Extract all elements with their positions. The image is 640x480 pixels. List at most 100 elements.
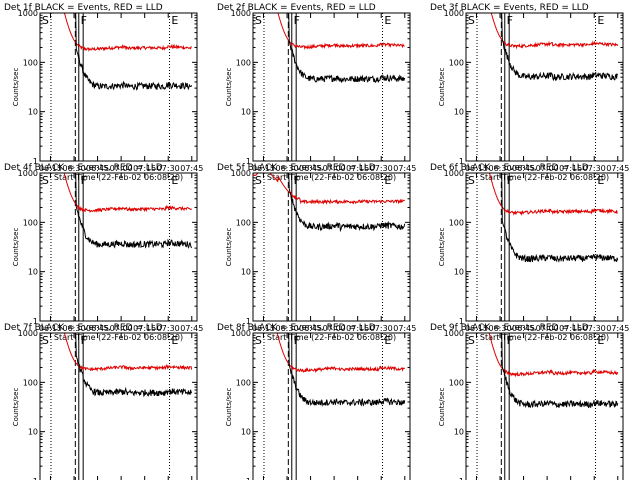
marker-S: S — [468, 334, 475, 347]
y-tick-label: 1 — [246, 157, 251, 166]
events-series-line — [40, 173, 193, 249]
y-tick-label: 100 — [236, 378, 251, 387]
x-tick-label: 07:45 — [393, 164, 416, 173]
events-series-line — [466, 173, 619, 263]
y-tick-label: 1 — [33, 157, 38, 166]
x-tick-label: 07:15 — [346, 324, 369, 333]
y-tick-label: 1000 — [444, 169, 464, 178]
x-tick-label: 06:45 — [299, 324, 322, 333]
y-tick-label: 100 — [23, 218, 38, 227]
x-tick-label: 06:15 — [465, 164, 488, 173]
y-tick-label: 10 — [28, 268, 38, 277]
x-tick-label: 07:30 — [583, 164, 606, 173]
x-tick-label: 06:30 — [275, 324, 298, 333]
x-tick-label: 06:45 — [86, 164, 109, 173]
y-tick-label: 10 — [241, 108, 251, 117]
chart-panel-9: Det 9f BLACK = Events, RED = LLD 1 10 100 10… — [430, 323, 624, 480]
x-tick-label: 06:45 — [512, 324, 535, 333]
chart-panel-4: Det 4f BLACK = Events, RED = LLD 1 10 100 10… — [4, 163, 203, 342]
chart-panel-2: Det 2f BLACK = Events, RED = LLD 1 10 100 10… — [217, 3, 416, 182]
plot-frame — [465, 12, 624, 162]
y-tick-label: 1000 — [18, 9, 38, 18]
x-tick-label: 06:15 — [252, 324, 275, 333]
marker-F: F — [294, 14, 300, 27]
events-series-line — [253, 173, 406, 233]
lld-series-line — [253, 333, 406, 374]
y-tick-label: 100 — [449, 218, 464, 227]
lld-series-line — [40, 173, 192, 214]
x-axis-label: Start Time (22-Feb-02 06:08:20) — [267, 333, 396, 342]
chart-title: Det 1f BLACK = Events, RED = LLD — [4, 3, 163, 13]
plot-frame — [252, 172, 411, 322]
y-axis-label: Counts/sec — [225, 228, 233, 267]
x-tick-label: 07:15 — [133, 164, 156, 173]
y-tick-label: 100 — [236, 58, 251, 67]
x-tick-label: 07:15 — [133, 324, 156, 333]
y-tick-label: 100 — [236, 218, 251, 227]
y-tick-label: 1000 — [18, 329, 38, 338]
lld-series-line — [40, 333, 193, 373]
marker-F: F — [507, 174, 513, 187]
x-tick-label: 06:15 — [252, 164, 275, 173]
chart-panel-5: Det 5f BLACK = Events, RED = LLD 1 10 100 10… — [217, 163, 416, 342]
x-tick-label: 06:45 — [299, 164, 322, 173]
x-tick-label: 06:15 — [465, 324, 488, 333]
chart-title: Det 3f BLACK = Events, RED = LLD — [430, 3, 589, 13]
x-tick-label: 07:45 — [180, 164, 203, 173]
y-tick-label: 1 — [33, 477, 38, 480]
x-tick-label: 07:45 — [606, 324, 629, 333]
chart-title: Det 8f BLACK = Events, RED = LLD — [217, 323, 376, 333]
marker-F: F — [81, 14, 87, 27]
chart-panel-7: Det 7f BLACK = Events, RED = LLD 1 10 100 10… — [4, 323, 198, 480]
x-tick-label: 07:00 — [536, 324, 559, 333]
marker-E: E — [384, 174, 391, 187]
lld-series-line — [253, 173, 405, 206]
x-tick-label: 07:15 — [346, 164, 369, 173]
y-tick-label: 1 — [459, 317, 464, 326]
x-tick-label: 06:15 — [39, 164, 62, 173]
marker-E: E — [384, 14, 391, 27]
marker-E: E — [597, 14, 604, 27]
y-tick-label: 1 — [459, 157, 464, 166]
chart-title: Det 5f BLACK = Events, RED = LLD — [217, 163, 376, 173]
y-axis-label: Counts/sec — [438, 228, 446, 267]
chart-panel-8: Det 8f BLACK = Events, RED = LLD 1 10 100 10… — [217, 323, 411, 480]
marker-E: E — [171, 334, 178, 347]
x-tick-label: 06:30 — [488, 324, 511, 333]
events-series-line — [466, 333, 619, 409]
x-tick-label: 07:00 — [323, 324, 346, 333]
marker-S: S — [468, 14, 475, 27]
events-series-line — [466, 13, 619, 82]
y-axis-label: Counts/sec — [225, 388, 233, 427]
y-tick-label: 100 — [23, 378, 38, 387]
chart-title: Det 6f BLACK = Events, RED = LLD — [430, 163, 589, 173]
events-series-line — [40, 333, 193, 398]
x-axis-label: Start Time (22-Feb-02 06:08:20) — [267, 173, 396, 182]
y-axis-label: Counts/sec — [225, 68, 233, 107]
y-tick-label: 1000 — [444, 329, 464, 338]
marker-F: F — [294, 174, 300, 187]
y-tick-label: 10 — [241, 428, 251, 437]
x-tick-label: 06:45 — [86, 324, 109, 333]
lld-series-line — [466, 173, 618, 216]
y-tick-label: 1000 — [444, 9, 464, 18]
marker-S: S — [255, 174, 262, 187]
marker-F: F — [507, 334, 513, 347]
chart-title: Det 4f BLACK = Events, RED = LLD — [4, 163, 163, 173]
chart-title: Det 7f BLACK = Events, RED = LLD — [4, 323, 163, 333]
lld-series-line — [466, 333, 619, 378]
x-axis-label: Start Time (22-Feb-02 06:08:20) — [480, 173, 609, 182]
events-series-line — [253, 333, 406, 407]
marker-F: F — [81, 174, 87, 187]
x-tick-label: 06:30 — [488, 164, 511, 173]
plot-frame — [39, 172, 198, 322]
marker-S: S — [255, 14, 262, 27]
marker-S: S — [468, 174, 475, 187]
y-tick-label: 1000 — [18, 169, 38, 178]
x-tick-label: 06:15 — [39, 324, 62, 333]
lld-series-line — [466, 13, 619, 50]
marker-S: S — [42, 174, 49, 187]
y-axis-label: Counts/sec — [438, 388, 446, 427]
y-axis-label: Counts/sec — [438, 68, 446, 107]
marker-E: E — [171, 174, 178, 187]
